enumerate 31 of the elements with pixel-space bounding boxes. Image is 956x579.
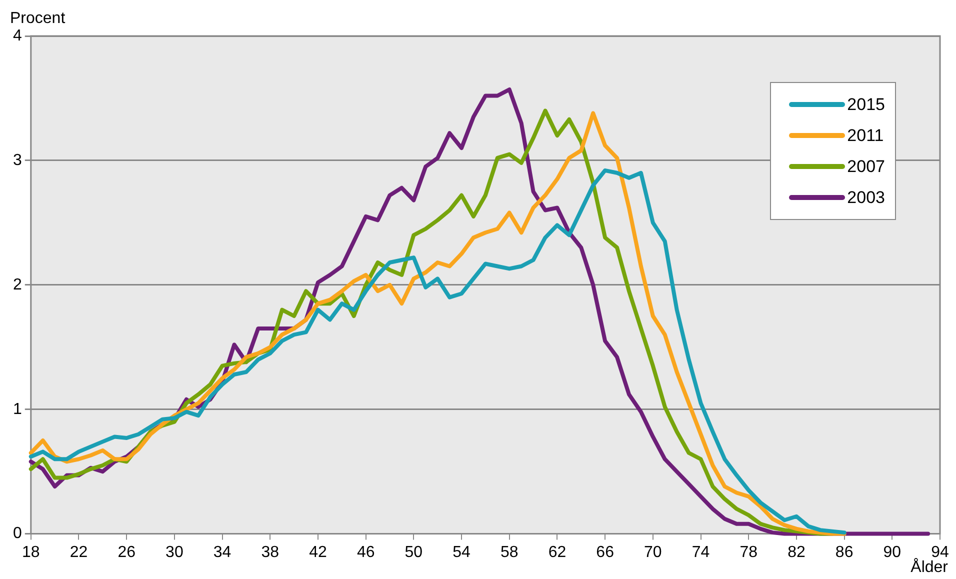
x-tick-label: 78 (740, 544, 758, 561)
y-tick-label: 1 (12, 400, 22, 418)
x-tick-label: 62 (548, 544, 566, 561)
x-tick-label: 90 (883, 544, 902, 561)
x-tick-label: 66 (596, 544, 614, 561)
x-tick-label: 46 (356, 544, 375, 561)
x-tick-label: 22 (70, 544, 88, 561)
x-tick-label: 58 (500, 544, 518, 561)
x-tick-label: 26 (118, 544, 136, 561)
y-tick-label: 4 (12, 27, 22, 44)
x-tick-label: 86 (835, 544, 854, 561)
x-tick-label: 82 (788, 544, 806, 561)
x-tick-label: 30 (166, 544, 184, 561)
x-tick-label: 70 (644, 544, 662, 561)
legend-label: 2003 (847, 188, 885, 208)
y-tick-label: 2 (12, 276, 22, 294)
legend-label: 2007 (847, 156, 885, 176)
x-tick-label: 34 (213, 544, 232, 561)
legend-label: 2011 (847, 126, 884, 146)
x-tick-label: 50 (404, 544, 423, 561)
x-axis-title: Ålder (910, 559, 948, 577)
x-tick-label: 94 (931, 544, 949, 561)
x-tick-label: 18 (22, 544, 40, 561)
x-tick-label: 54 (452, 544, 471, 561)
x-tick-label: 38 (261, 544, 280, 561)
x-tick-label: 74 (692, 544, 710, 561)
x-tick-label: 42 (309, 544, 327, 561)
legend-label: 2015 (847, 94, 885, 114)
y-tick-label: 0 (12, 525, 22, 542)
y-axis-title: Procent (10, 10, 66, 28)
y-tick-label: 3 (12, 152, 22, 169)
